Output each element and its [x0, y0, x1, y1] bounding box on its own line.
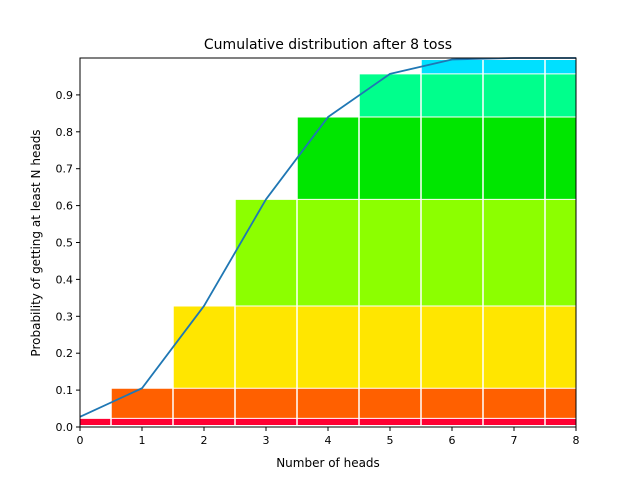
x-tick-label-7: 7	[511, 434, 518, 447]
band-6	[359, 73, 576, 118]
band-5	[297, 117, 576, 200]
y-tick-label-5: 0.5	[56, 237, 74, 250]
x-tick-label-5: 5	[387, 434, 394, 447]
y-tick-label-9: 0.9	[56, 89, 74, 102]
band-7	[421, 59, 576, 74]
y-axis-ticks: 0.0 0.1 0.2 0.3 0.4 0.5 0.6 0.7 0.8 0.9	[56, 89, 80, 434]
cell-dividers	[80, 58, 576, 427]
band-0	[80, 425, 576, 427]
x-tick-label-8: 8	[573, 434, 580, 447]
y-tick-label-6: 0.6	[56, 200, 74, 213]
x-tick-label-1: 1	[139, 434, 146, 447]
x-tick-label-0: 0	[77, 434, 84, 447]
x-tick-label-4: 4	[325, 434, 332, 447]
x-axis-ticks: 0 1 2 3 4 5 6 7 8	[77, 427, 580, 447]
y-tick-label-7: 0.7	[56, 163, 74, 176]
band-1	[80, 418, 576, 426]
y-axis-label: Probability of getting at least N heads	[29, 129, 43, 356]
cumulative-bands	[80, 59, 576, 427]
x-axis-label: Number of heads	[276, 456, 380, 470]
y-tick-label-3: 0.3	[56, 310, 74, 323]
band-4	[235, 199, 576, 306]
y-tick-label-0: 0.0	[56, 421, 74, 434]
band-3	[173, 305, 576, 389]
y-tick-label-4: 0.4	[56, 273, 74, 286]
band-2	[111, 388, 576, 419]
y-tick-label-8: 0.8	[56, 126, 74, 139]
x-tick-label-6: 6	[449, 434, 456, 447]
y-tick-label-1: 0.1	[56, 384, 74, 397]
x-tick-label-2: 2	[201, 434, 208, 447]
x-tick-label-3: 3	[263, 434, 270, 447]
chart-title: Cumulative distribution after 8 toss	[204, 37, 452, 53]
y-tick-label-2: 0.2	[56, 347, 74, 360]
